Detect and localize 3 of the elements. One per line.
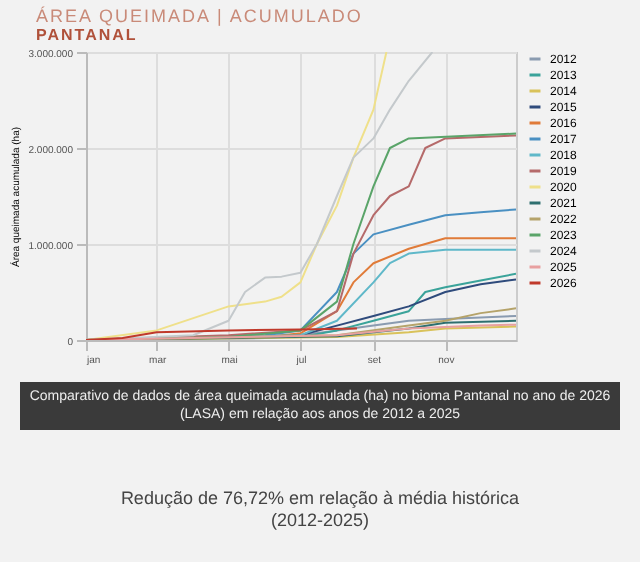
chart-title: ÁREA QUEIMADA | ACUMULADO	[36, 6, 363, 26]
text: Redução de 76,72% em relação à média histórica (2012-2025)	[120, 488, 520, 532]
chart-subtitle: PANTANAL	[36, 26, 138, 44]
